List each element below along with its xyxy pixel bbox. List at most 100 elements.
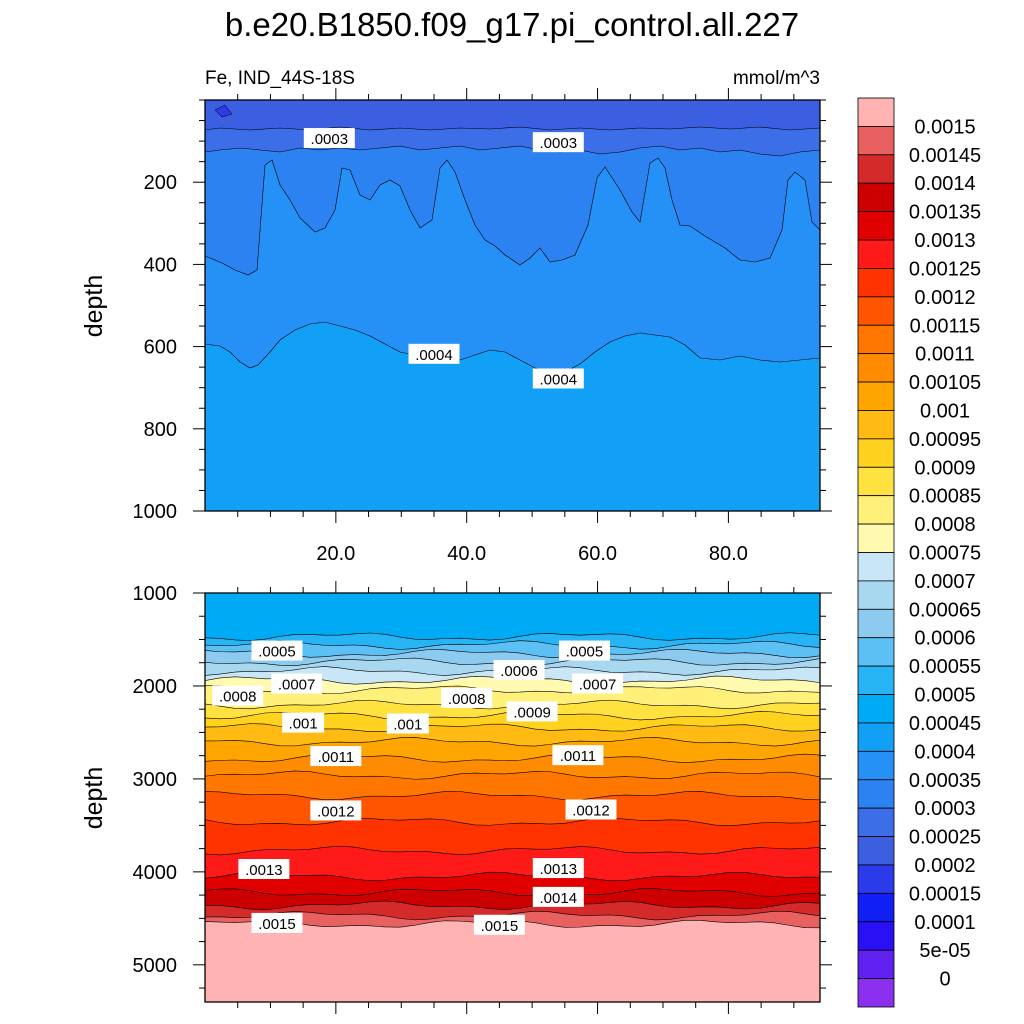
- colorbar-label: 0.00145: [909, 145, 981, 167]
- y-tick-label: 1000: [133, 583, 178, 605]
- x-tick-label: 40.0: [447, 543, 486, 565]
- contour-label-text: .0008: [219, 689, 257, 706]
- contour-label-box: [506, 701, 558, 722]
- contour-label-text: .0007: [278, 677, 316, 694]
- contour-label: .0013: [238, 859, 290, 880]
- y-tick-label: 1000: [133, 501, 178, 523]
- y-tick-label: 200: [144, 172, 177, 194]
- colorbar-label: 0.0003: [914, 798, 975, 820]
- upper-speck-left: [214, 104, 233, 118]
- upper-field: [205, 100, 820, 511]
- contour-label-text: .0003: [540, 135, 578, 152]
- contour-label-text: .0011: [560, 748, 596, 765]
- colorbar-label: 0.00055: [909, 656, 981, 678]
- contour-label-box: [271, 673, 323, 694]
- colorbar-label: 0.00085: [909, 486, 981, 508]
- x-tick-label: 20.0: [316, 543, 355, 565]
- colorbar-swatch: [857, 580, 895, 610]
- colorbar-label: 0.0007: [914, 571, 975, 593]
- contour-label: .0006: [493, 660, 545, 681]
- colorbar-label: 5e-05: [919, 940, 970, 962]
- colorbar-label: 0.0014: [914, 173, 975, 195]
- colorbar-swatch: [857, 949, 895, 979]
- contour-label-text: .0011: [318, 749, 354, 766]
- lower-y-axis-title: depth: [80, 767, 108, 830]
- colorbar-swatch: [857, 381, 895, 411]
- contour-label-text: .0012: [572, 803, 610, 820]
- contour-label: .0005: [251, 640, 303, 661]
- colorbar-label: 0.0013: [914, 230, 975, 252]
- contour-label: .0015: [473, 914, 525, 935]
- contour-label-box: [386, 713, 429, 734]
- contour-label-box: [532, 368, 584, 389]
- upper-y-axis: 200 400 600 800 1000: [133, 99, 832, 523]
- lower-contour-labels: .0005 .0005 .0006 .0007 .0007 .0008 .0008 .0009…: [212, 640, 624, 935]
- contour-label: .0012: [565, 799, 617, 820]
- contour-label: .0008: [212, 685, 264, 706]
- contour-label-box: [212, 685, 264, 706]
- colorbar-label: 0.00015: [909, 883, 981, 905]
- contour-label-box: [565, 799, 617, 820]
- colorbar-label: 0.0004: [914, 741, 975, 763]
- y-tick-label: 4000: [133, 862, 178, 884]
- colorbar-swatch: [857, 637, 895, 667]
- colorbar-label: 0.00135: [909, 202, 981, 224]
- contour-label: .0015: [251, 912, 303, 933]
- chart-title: b.e20.B1850.f09_g17.pi_control.all.227: [225, 6, 799, 43]
- contour-label-text: .0013: [245, 862, 283, 879]
- upper-panel: 200 400 600 800 1000 20.0 40.0 60.0 80.0 .0003.…: [80, 88, 832, 565]
- upper-y-axis-title: depth: [80, 275, 108, 338]
- left-subtitle: Fe, IND_44S-18S: [205, 68, 355, 89]
- colorbar-label: 0.0006: [914, 628, 975, 650]
- contour-label-box: [282, 712, 325, 733]
- colorbar-swatch: [857, 665, 895, 695]
- colorbar-swatch: [857, 211, 895, 241]
- upper-band-0.0002: [205, 100, 820, 131]
- contour-label: .0005: [558, 640, 610, 661]
- contour-label-text: .001: [393, 717, 422, 734]
- colorbar-swatch: [857, 495, 895, 525]
- contour-label: .0012: [310, 800, 362, 821]
- contour-label-text: .0004: [415, 347, 453, 364]
- contour-label: .0008: [441, 687, 493, 708]
- colorbar-swatch: [857, 779, 895, 809]
- contour-label-text: .0006: [500, 663, 538, 680]
- colorbar-swatch: [857, 239, 895, 269]
- lower-y-axis: 1000 2000 3000 4000 5000: [133, 583, 832, 989]
- colorbar-label: 0.00065: [909, 599, 981, 621]
- y-tick-label: 2000: [133, 676, 178, 698]
- contour-label-text: .0009: [513, 704, 551, 721]
- contour-label-box: [552, 745, 604, 766]
- colorbar-swatch: [857, 921, 895, 951]
- contour-label-box: [310, 746, 362, 767]
- contour-label-text: .0013: [540, 861, 578, 878]
- upper-x-axis: 20.0 40.0 60.0 80.0: [237, 88, 795, 565]
- contour-label-text: .0003: [311, 131, 349, 148]
- contour-label-text: .0015: [258, 916, 296, 933]
- contour-label: .0011: [552, 745, 604, 766]
- colorbar-label: 0.00105: [909, 372, 981, 394]
- colorbar: 0.0015 0.00145 0.0014 0.00135 0.0013 0.00125 0…: [857, 97, 981, 1008]
- colorbar-swatch: [857, 892, 895, 923]
- y-tick-label: 400: [144, 254, 177, 276]
- contour-label-box: [251, 912, 303, 933]
- colorbar-label: 0.00075: [909, 543, 981, 565]
- y-tick-label: 5000: [133, 955, 178, 977]
- contour-label-box: [558, 640, 610, 661]
- contour-label: .0013: [532, 858, 584, 879]
- contour-label-text: .0005: [258, 644, 296, 661]
- contour-label-box: [251, 640, 303, 661]
- contour-label: .001: [282, 712, 325, 733]
- contour-label: .0009: [506, 701, 558, 722]
- contour-label-box: [493, 660, 545, 681]
- colorbar-swatch: [857, 97, 895, 127]
- units-subtitle: mmol/m^3: [733, 68, 820, 89]
- colorbar-swatch: [857, 182, 895, 213]
- contour-label-box: [408, 343, 460, 364]
- colorbar-label: 0.0008: [914, 514, 975, 536]
- contour-label-box: [303, 128, 355, 149]
- colorbar-swatch: [857, 750, 895, 781]
- contour-label-box: [310, 800, 362, 821]
- contour-label: .0003: [303, 128, 355, 149]
